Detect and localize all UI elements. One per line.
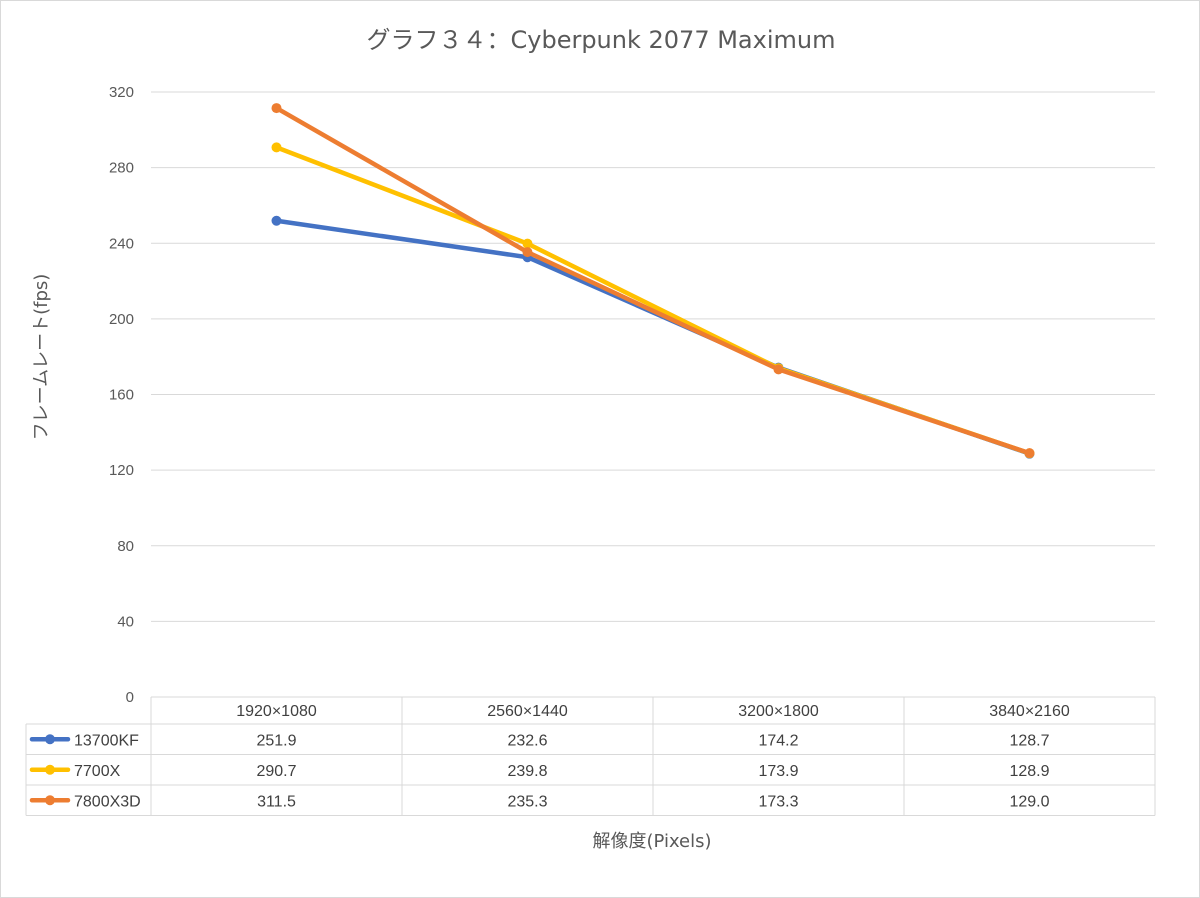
legend-key-7700X [29, 764, 71, 775]
y-tick-label: 160 [109, 387, 134, 404]
data-point [1024, 448, 1035, 459]
series-line [274, 105, 1032, 456]
series-13700KF [271, 215, 1035, 459]
data-label: 232.6 [507, 732, 547, 749]
data-label: 290.7 [256, 763, 296, 780]
gridlines [151, 91, 1155, 622]
data-point [522, 238, 533, 249]
legend-key-13700KF [29, 734, 71, 745]
series-lines [271, 103, 1035, 459]
data-label: 173.9 [758, 763, 798, 780]
y-tick-label: 80 [117, 538, 134, 555]
legend-key-7800X3D [29, 795, 71, 806]
series-line [274, 145, 1032, 456]
data-label: 235.3 [507, 793, 547, 810]
y-axis-ticks: 0 40 80 120 160 200 240 280 320 [109, 84, 134, 706]
data-label: 239.8 [507, 763, 547, 780]
series-7800X3D [271, 103, 1035, 459]
legend-marker [45, 764, 55, 775]
series-7700X [271, 142, 1035, 459]
legend-marker [45, 795, 55, 806]
data-label: 129.0 [1009, 793, 1049, 810]
y-tick-label: 280 [109, 160, 134, 177]
series-line [274, 218, 1032, 456]
data-label: 251.9 [256, 732, 296, 749]
y-tick-label: 40 [117, 613, 134, 630]
data-label: 128.9 [1009, 763, 1049, 780]
data-point [773, 364, 784, 375]
data-label: 173.3 [758, 793, 798, 810]
legend-label: 7700X [74, 763, 121, 780]
data-point [522, 247, 533, 258]
legend-label: 13700KF [74, 732, 139, 749]
x-axis-title: 解像度(Pixels) [592, 831, 711, 852]
chart-title: グラフ３４：Cyberpunk 2077 Maximum [367, 26, 836, 54]
x-tick-label: 2560×1440 [487, 703, 568, 720]
data-point [271, 103, 282, 114]
y-tick-label: 200 [109, 311, 134, 328]
y-tick-label: 120 [109, 462, 134, 479]
x-tick-label: 3840×2160 [989, 703, 1070, 720]
y-tick-label: 0 [126, 689, 134, 706]
y-tick-label: 320 [109, 84, 134, 101]
legend-label: 7800X3D [74, 793, 141, 810]
x-tick-label: 1920×1080 [236, 703, 317, 720]
data-point [271, 215, 282, 226]
data-label: 311.5 [257, 793, 296, 810]
data-label: 128.7 [1009, 732, 1049, 749]
y-axis-title: フレームレート(fps) [31, 274, 52, 441]
data-point [271, 142, 282, 153]
x-tick-label: 3200×1800 [738, 703, 819, 720]
data-table: 1920×1080 2560×1440 3200×1800 3840×2160 1370… [25, 696, 1156, 816]
legend-marker [45, 734, 55, 745]
data-label: 174.2 [758, 732, 798, 749]
y-tick-label: 240 [109, 235, 134, 252]
